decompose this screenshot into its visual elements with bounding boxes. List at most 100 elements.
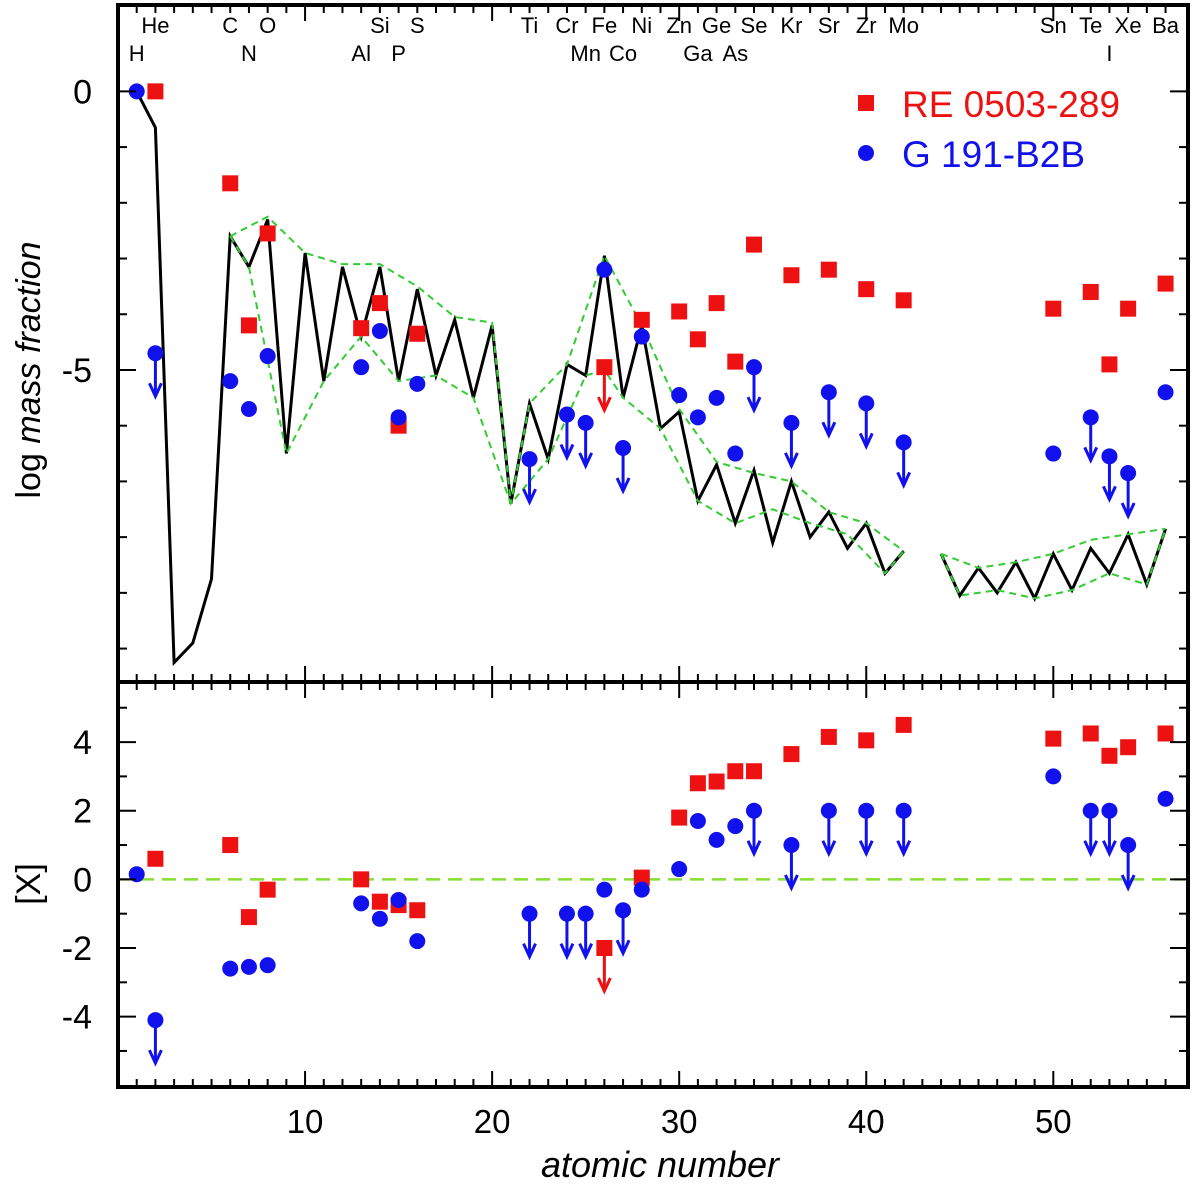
g191-point-z15 (390, 409, 407, 426)
re0503-relative-point-z42 (895, 716, 912, 733)
re0503-relative-point-z40 (858, 732, 875, 749)
g191-point-z38-limit-arrow-head (821, 421, 837, 439)
g191-point-z24-limit-arrow-head (559, 443, 575, 462)
g191-point-z56 (1157, 384, 1174, 401)
element-label-Zn: Zn (666, 13, 692, 38)
g191-relative-point-z25 (577, 905, 594, 922)
g191-relative-point-z14 (371, 910, 388, 927)
g191-point-z14 (371, 322, 388, 339)
re0503-relative-point-z26-limit-arrow-head (597, 977, 612, 995)
re0503-point-z30 (671, 303, 688, 320)
element-label-Mn: Mn (570, 41, 601, 66)
g191-relative-point-z42 (895, 802, 912, 819)
g191-relative-point-z30 (671, 861, 688, 878)
re0503-point-z53 (1101, 356, 1118, 373)
re0503-relative-point-z54 (1120, 739, 1137, 756)
re0503-relative-point-z14 (371, 893, 388, 910)
g191-point-z1 (128, 83, 145, 100)
element-label-N: N (241, 41, 257, 66)
g191-relative-point-z22 (521, 905, 538, 922)
re0503-point-z54 (1120, 300, 1137, 317)
g191-relative-point-z24-limit-arrow-head (559, 943, 575, 961)
envelope-dashed-line-1 (940, 528, 1167, 600)
envelope-dashed-line-1 (940, 527, 1166, 569)
bottom-panel-markers (128, 716, 1174, 1067)
g191-relative-point-z42-limit-arrow-head (896, 840, 912, 858)
re0503-point-z36 (783, 267, 800, 284)
g191-point-z22-limit-arrow-head (522, 488, 537, 506)
bottom-y-axis-label: [X] (10, 863, 48, 905)
g191-relative-point-z28 (633, 881, 650, 898)
re0503-point-z33 (727, 353, 744, 370)
g191-point-z33 (727, 445, 744, 462)
g191-relative-point-z25-limit-arrow-head (578, 943, 594, 961)
re0503-relative-point-z2 (147, 850, 164, 867)
element-label-I: I (1106, 41, 1112, 66)
axis-labels: log mass fraction [X] atomic number (10, 241, 781, 1185)
element-label-Se: Se (741, 13, 768, 38)
solar-abundance-line-0 (135, 90, 905, 667)
g191-point-z53 (1101, 448, 1118, 465)
element-label-Zr: Zr (856, 13, 877, 38)
re0503-relative-point-z50 (1045, 730, 1062, 747)
legend-marker-0 (858, 95, 874, 111)
re0503-relative-point-z30 (671, 809, 688, 826)
re0503-point-z7 (240, 317, 257, 334)
x-tick-label-30: 30 (661, 1103, 698, 1140)
re0503-relative-point-z31 (689, 775, 706, 792)
g191-relative-point-z56 (1157, 790, 1174, 807)
g191-relative-point-z50 (1045, 768, 1062, 785)
legend: RE 0503-289 G 191-B2B (858, 84, 1120, 175)
re0503-point-z40 (858, 281, 875, 298)
re0503-point-z26-limit-arrow-head (597, 396, 612, 414)
element-label-C: C (222, 13, 238, 38)
g191-relative-point-z36-limit-arrow-head (784, 874, 799, 892)
x-tick-label-50: 50 (1035, 1103, 1072, 1140)
g191-point-z36-limit-arrow-head (784, 452, 799, 470)
element-label-Ga: Ga (683, 41, 713, 66)
legend-label-1: G 191-B2B (902, 134, 1085, 175)
element-label-Sr: Sr (818, 13, 840, 38)
re0503-relative-point-z6 (222, 837, 239, 854)
re0503-point-z42 (895, 292, 912, 309)
re0503-relative-point-z8 (259, 881, 276, 898)
element-label-Ge: Ge (702, 13, 731, 38)
g191-point-z40 (858, 395, 875, 412)
g191-point-z16 (409, 375, 426, 392)
g191-relative-point-z2-limit-arrow-head (148, 1049, 163, 1067)
g191-relative-point-z53-limit-arrow-head (1102, 840, 1117, 858)
re0503-point-z38 (820, 261, 837, 278)
g191-relative-point-z15 (390, 891, 407, 908)
x-tick-label-40: 40 (848, 1103, 885, 1140)
x-tick-label-20: 20 (474, 1103, 511, 1140)
g191-point-z38 (820, 384, 837, 401)
bottom-y-tick-label--2: -2 (62, 930, 92, 968)
re0503-relative-point-z38 (820, 728, 837, 745)
g191-point-z53-limit-arrow-head (1102, 485, 1117, 503)
element-label-Sn: Sn (1040, 13, 1067, 38)
g191-point-z22 (521, 451, 538, 468)
g191-relative-point-z32 (708, 831, 725, 848)
g191-relative-point-z40-limit-arrow-head (858, 840, 874, 858)
bottom-panel-relative-abundance (118, 716, 1188, 1067)
g191-relative-point-z52 (1082, 802, 1099, 819)
element-label-He: He (141, 13, 169, 38)
g191-point-z26 (596, 261, 613, 278)
re0503-point-z56 (1157, 275, 1174, 292)
re0503-point-z6 (222, 175, 239, 192)
g191-relative-point-z24 (558, 905, 575, 922)
g191-point-z34 (746, 359, 763, 376)
g191-relative-point-z54-limit-arrow-head (1120, 874, 1136, 892)
element-label-Fe: Fe (592, 13, 618, 38)
g191-point-z36 (783, 414, 800, 431)
g191-point-z42 (895, 434, 912, 451)
re0503-point-z32 (708, 295, 725, 312)
element-label-Ba: Ba (1152, 13, 1180, 38)
re0503-relative-point-z53 (1101, 747, 1118, 764)
g191-point-z42-limit-arrow-head (896, 471, 912, 489)
g191-relative-point-z8 (259, 957, 276, 974)
g191-point-z24 (558, 406, 575, 423)
g191-relative-point-z33 (727, 818, 744, 835)
